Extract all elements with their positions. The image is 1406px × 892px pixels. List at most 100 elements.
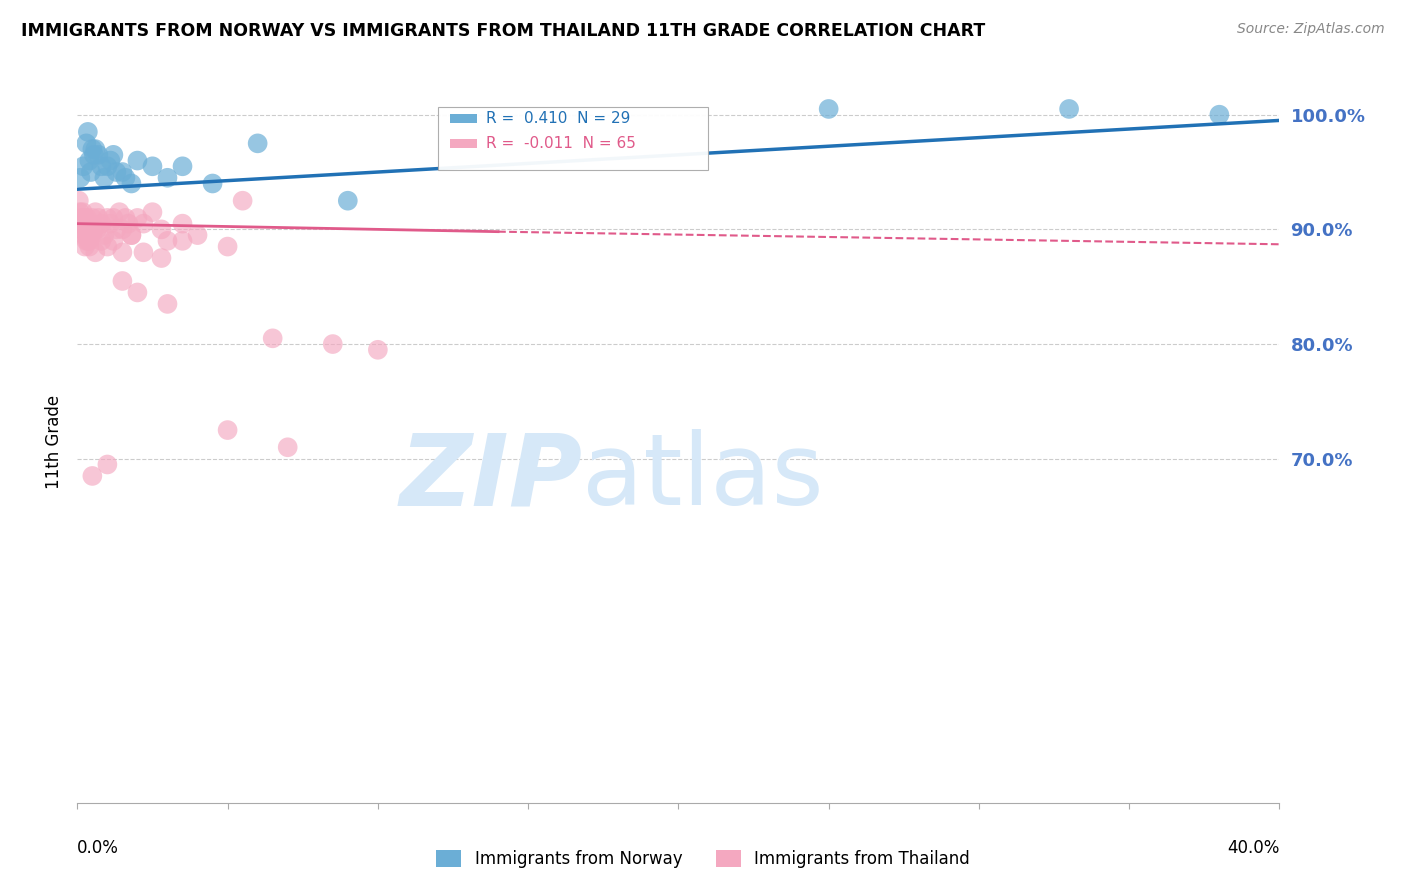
- Point: [73, 211, 96, 225]
- Point: [75, 222, 97, 236]
- Point: [84, 142, 107, 156]
- Point: [127, 285, 149, 300]
- Point: [277, 440, 299, 454]
- Point: [150, 222, 173, 236]
- Point: [172, 234, 194, 248]
- Point: [84, 245, 107, 260]
- Point: [82, 228, 104, 243]
- Point: [90, 159, 112, 173]
- Y-axis label: 11th Grade: 11th Grade: [45, 394, 63, 489]
- Point: [114, 170, 136, 185]
- Point: [105, 165, 128, 179]
- Point: [127, 211, 149, 225]
- Point: [132, 245, 155, 260]
- Point: [72, 159, 94, 173]
- Point: [156, 234, 179, 248]
- Point: [150, 251, 173, 265]
- Point: [111, 222, 134, 236]
- Point: [70, 222, 93, 236]
- Point: [83, 148, 105, 162]
- Point: [217, 239, 239, 253]
- Point: [96, 239, 118, 253]
- Point: [105, 222, 128, 236]
- Point: [100, 153, 122, 168]
- Point: [82, 211, 104, 225]
- Point: [201, 177, 224, 191]
- Legend: Immigrants from Norway, Immigrants from Thailand: Immigrants from Norway, Immigrants from …: [430, 843, 976, 875]
- Point: [82, 469, 104, 483]
- Point: [79, 234, 101, 248]
- Text: atlas: atlas: [582, 429, 824, 526]
- Point: [132, 217, 155, 231]
- Point: [336, 194, 359, 208]
- Point: [1057, 102, 1080, 116]
- Point: [103, 211, 125, 225]
- Point: [70, 211, 93, 225]
- Point: [80, 165, 103, 179]
- Point: [90, 217, 112, 231]
- Point: [156, 170, 179, 185]
- Point: [186, 228, 209, 243]
- Point: [67, 194, 90, 208]
- Point: [83, 222, 105, 236]
- Point: [114, 211, 136, 225]
- Text: 40.0%: 40.0%: [1227, 838, 1279, 857]
- Point: [80, 228, 103, 243]
- Point: [103, 148, 125, 162]
- Point: [72, 217, 94, 231]
- Point: [262, 331, 284, 345]
- Point: [79, 239, 101, 253]
- Point: [96, 211, 118, 225]
- Text: ZIP: ZIP: [399, 429, 582, 526]
- Point: [79, 153, 101, 168]
- Point: [117, 217, 139, 231]
- Point: [217, 423, 239, 437]
- Point: [76, 211, 98, 225]
- Point: [75, 234, 97, 248]
- Point: [1208, 108, 1230, 122]
- Point: [232, 194, 254, 208]
- Point: [172, 159, 194, 173]
- Point: [73, 228, 96, 243]
- Point: [96, 159, 118, 173]
- Point: [69, 217, 91, 231]
- Point: [367, 343, 389, 357]
- Point: [111, 165, 134, 179]
- Point: [79, 222, 101, 236]
- Point: [96, 458, 118, 472]
- Point: [111, 245, 134, 260]
- Point: [90, 234, 112, 248]
- Point: [76, 125, 98, 139]
- Point: [86, 222, 108, 236]
- Point: [93, 228, 115, 243]
- Text: IMMIGRANTS FROM NORWAY VS IMMIGRANTS FROM THAILAND 11TH GRADE CORRELATION CHART: IMMIGRANTS FROM NORWAY VS IMMIGRANTS FRO…: [21, 22, 986, 40]
- Point: [141, 205, 163, 219]
- Point: [73, 239, 96, 253]
- Point: [82, 142, 104, 156]
- Point: [69, 205, 91, 219]
- Point: [111, 274, 134, 288]
- Point: [87, 211, 110, 225]
- Point: [75, 228, 97, 243]
- Point: [87, 148, 110, 162]
- FancyBboxPatch shape: [439, 107, 709, 169]
- Point: [322, 337, 344, 351]
- Bar: [450, 139, 477, 148]
- Point: [120, 228, 142, 243]
- Point: [156, 297, 179, 311]
- Point: [77, 217, 100, 231]
- Point: [120, 228, 142, 243]
- Point: [172, 217, 194, 231]
- Point: [127, 153, 149, 168]
- Point: [120, 177, 142, 191]
- Text: R =  -0.011  N = 65: R = -0.011 N = 65: [486, 136, 636, 151]
- Point: [69, 170, 91, 185]
- Text: R =  0.410  N = 29: R = 0.410 N = 29: [486, 111, 630, 126]
- Point: [141, 159, 163, 173]
- Text: 0.0%: 0.0%: [77, 838, 120, 857]
- Point: [84, 205, 107, 219]
- Point: [100, 217, 122, 231]
- Point: [246, 136, 269, 151]
- Point: [817, 102, 839, 116]
- Point: [72, 205, 94, 219]
